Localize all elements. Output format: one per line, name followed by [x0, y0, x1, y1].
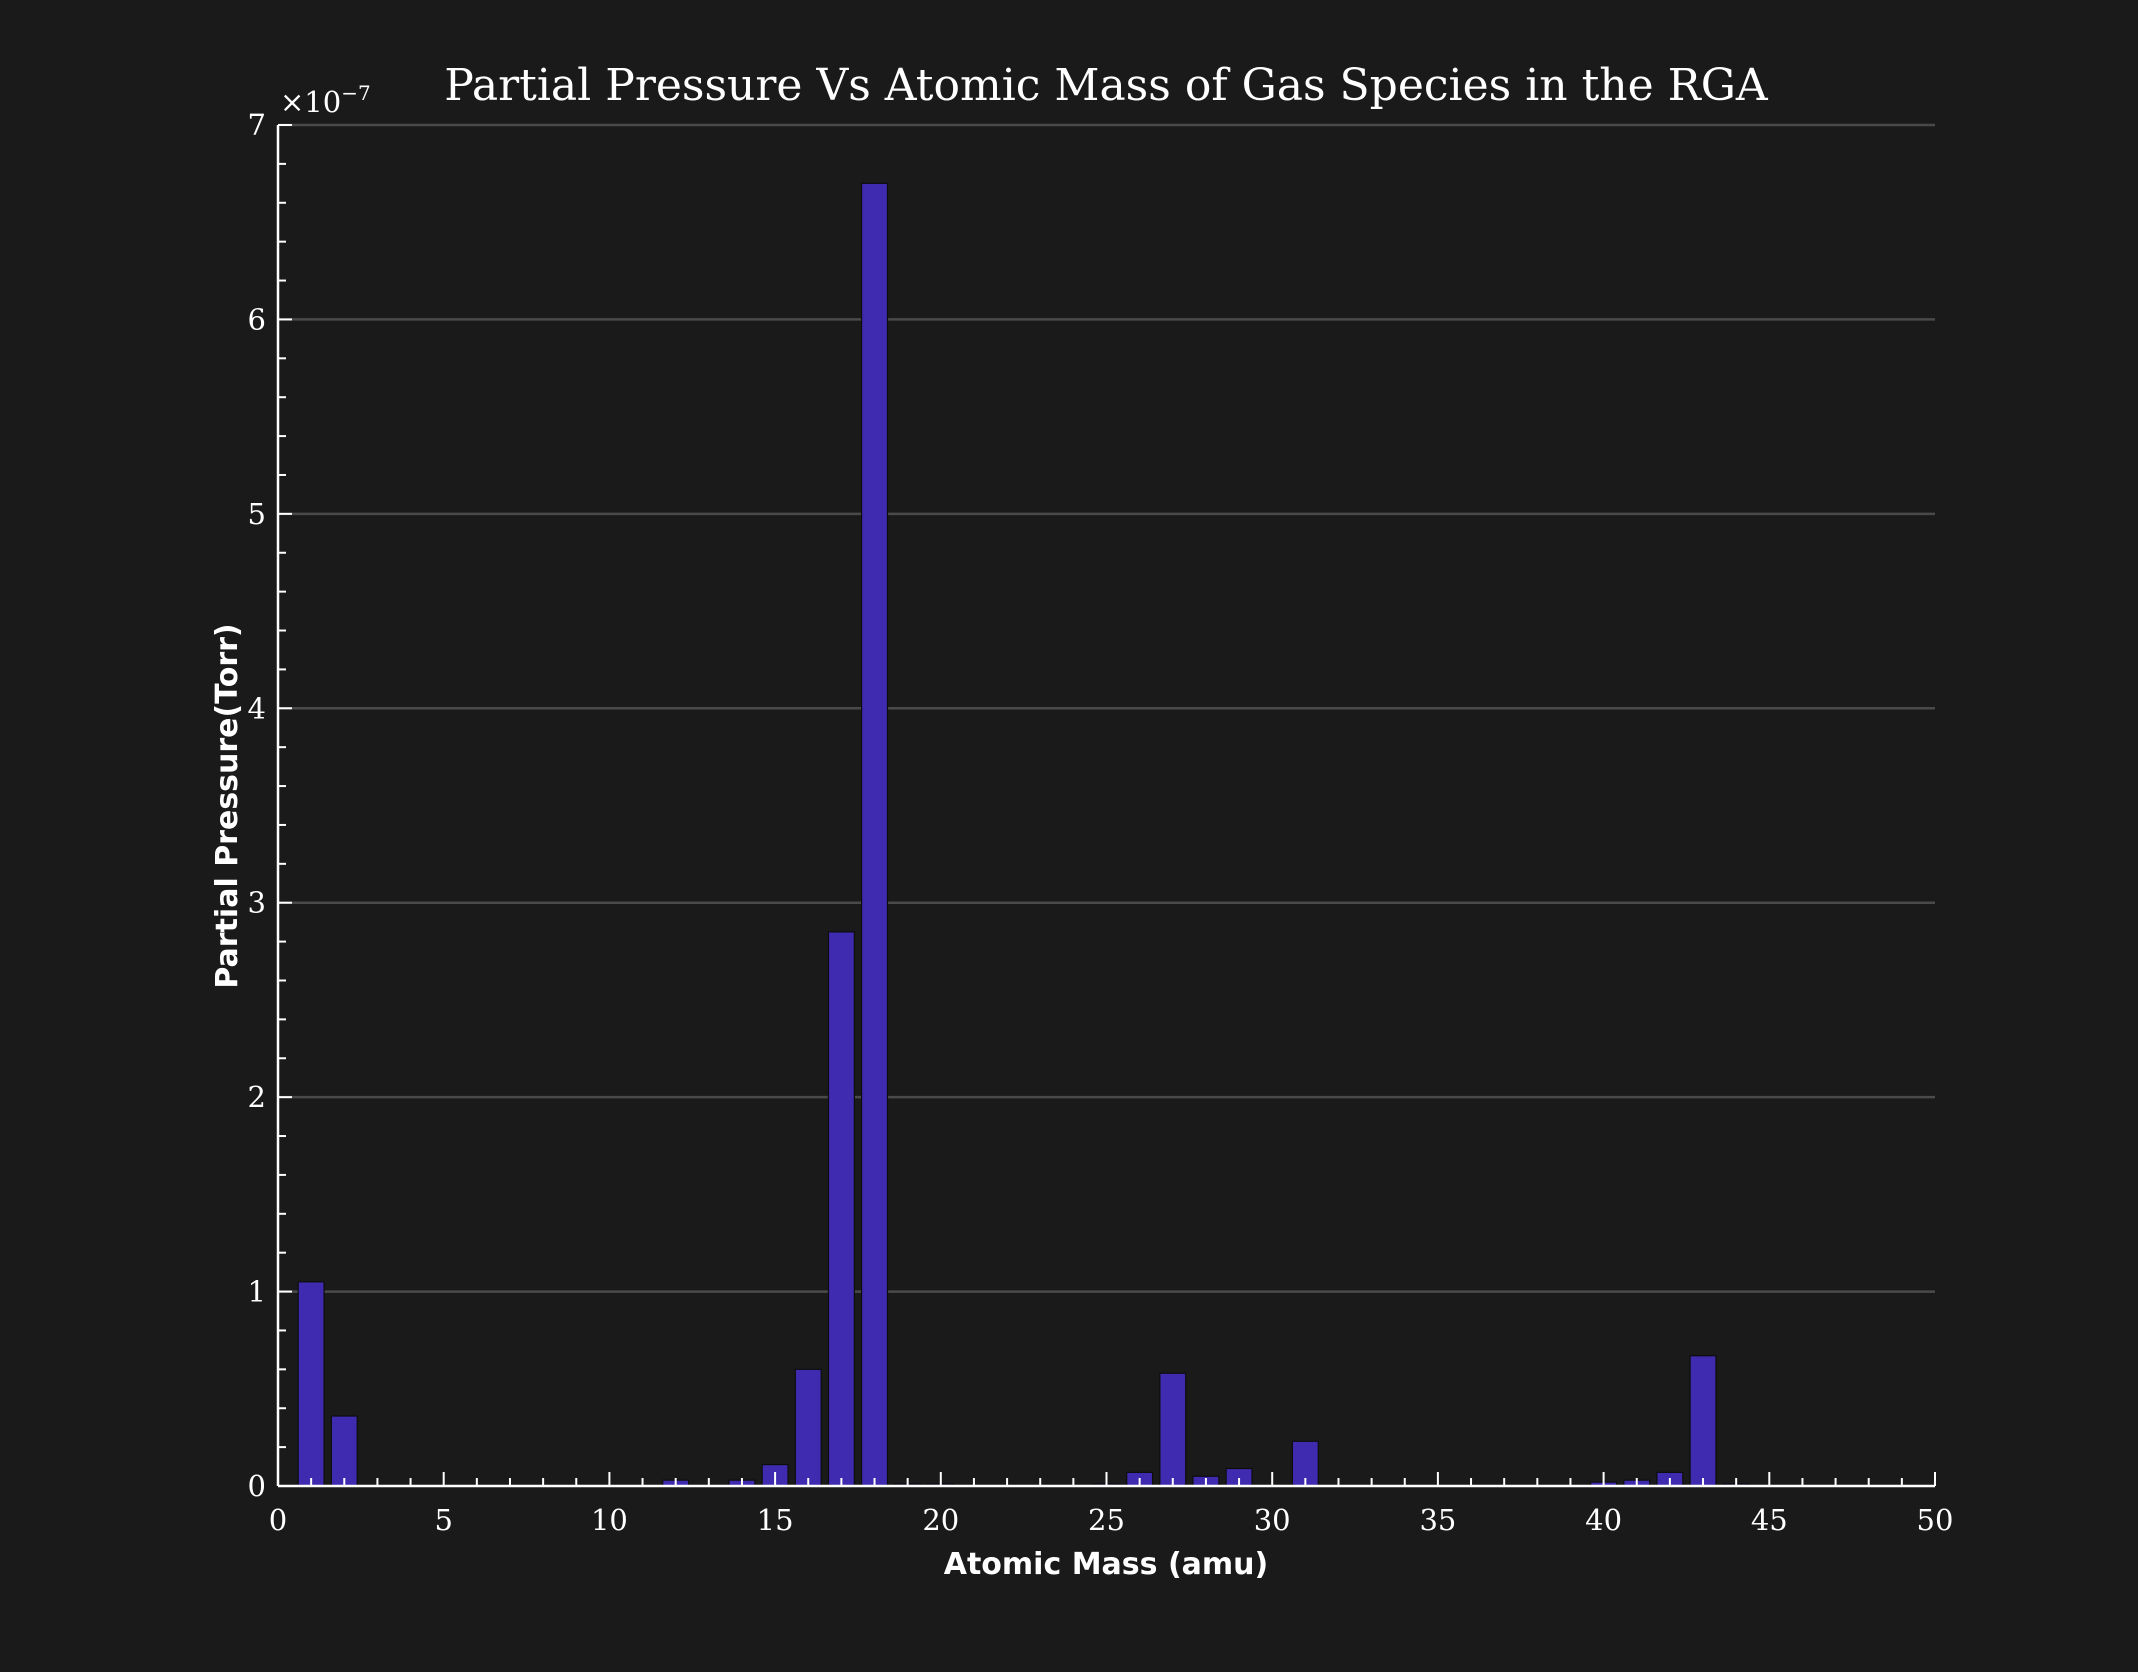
y-axis-offset-label: ×10−7 — [280, 81, 371, 119]
y-tick-label-0: 0 — [248, 1469, 266, 1503]
y-tick-label-1: 1 — [248, 1275, 266, 1309]
bar-mass-1 — [297, 1281, 325, 1487]
x-tick-label-5: 5 — [434, 1503, 452, 1537]
y-offset-exponent: −7 — [341, 81, 370, 105]
y-tick-label-7: 7 — [248, 108, 266, 142]
x-tick-label-35: 35 — [1419, 1503, 1456, 1537]
y-offset-prefix: ×10 — [280, 85, 341, 119]
y-axis-label: Partial Pressure(Torr) — [210, 623, 245, 988]
x-tick-label-15: 15 — [757, 1503, 794, 1537]
tick-marks — [277, 124, 1936, 1487]
x-tick-label-40: 40 — [1585, 1503, 1622, 1537]
axes — [276, 125, 1935, 1488]
bars — [297, 182, 1750, 1487]
x-tick-label-50: 50 — [1917, 1503, 1954, 1537]
x-tick-label-0: 0 — [269, 1503, 287, 1537]
x-axis-label: Atomic Mass (amu) — [944, 1547, 1268, 1582]
y-tick-label-3: 3 — [248, 886, 266, 920]
x-tick-label-10: 10 — [591, 1503, 628, 1537]
x-tick-label-25: 25 — [1088, 1503, 1125, 1537]
bar-mass-43 — [1689, 1355, 1717, 1487]
y-tick-label-5: 5 — [248, 497, 266, 531]
bar-mass-16 — [794, 1368, 822, 1487]
bar-mass-27 — [1159, 1372, 1187, 1487]
bar-mass-18 — [860, 182, 889, 1487]
bar-mass-2 — [330, 1415, 358, 1487]
x-tick-label-45: 45 — [1751, 1503, 1788, 1537]
y-tick-label-4: 4 — [248, 691, 266, 725]
y-tick-label-2: 2 — [248, 1080, 266, 1114]
y-tick-label-6: 6 — [248, 302, 266, 336]
bar-mass-17 — [827, 931, 855, 1487]
grid-lines — [278, 123, 1935, 1293]
x-tick-label-30: 30 — [1254, 1503, 1291, 1537]
chart-title: Partial Pressure Vs Atomic Mass of Gas S… — [444, 60, 1769, 111]
x-tick-label-20: 20 — [922, 1503, 959, 1537]
